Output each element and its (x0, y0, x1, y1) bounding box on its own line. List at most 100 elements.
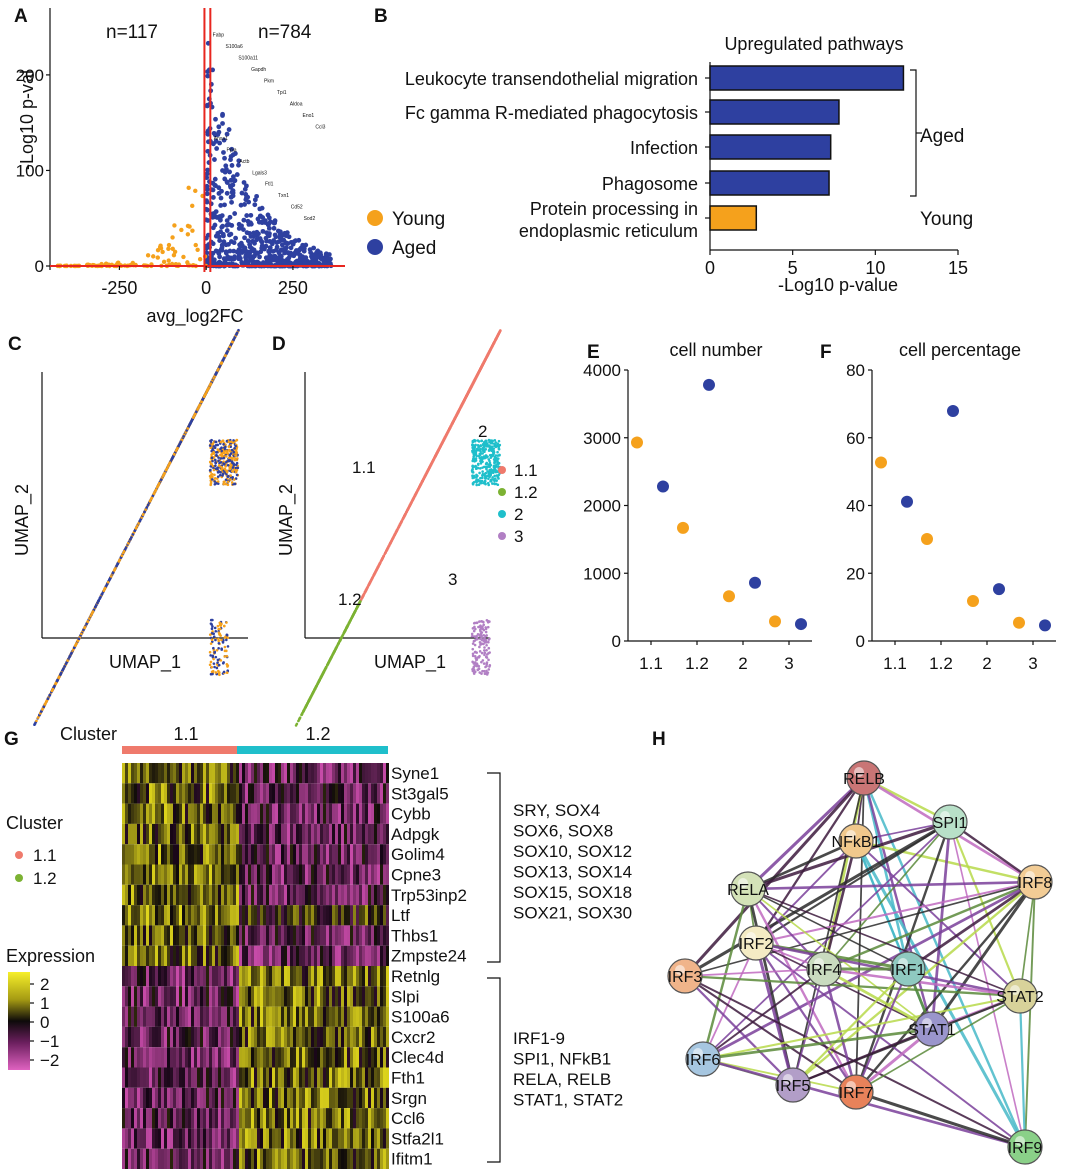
aged-point (224, 218, 230, 223)
aged-point (255, 251, 261, 256)
aged-point (204, 175, 210, 181)
aged-point (266, 233, 272, 239)
cell-point (219, 659, 223, 662)
aged-point (303, 242, 309, 248)
aged-point (212, 176, 218, 182)
aged-point (243, 248, 248, 254)
aged-point (230, 152, 236, 158)
cell-point (224, 445, 227, 449)
cell-point (211, 442, 214, 446)
aged-point (220, 111, 225, 117)
cell-point (215, 648, 219, 652)
cell-point (171, 455, 175, 459)
cell-point (219, 457, 223, 460)
cell-point (214, 655, 218, 659)
cell-point (124, 546, 128, 549)
cell-point (228, 453, 232, 457)
young-point (166, 258, 171, 263)
aged-point (258, 238, 264, 244)
aged-point (221, 150, 226, 155)
cell-point (232, 450, 236, 454)
cell-point (225, 633, 229, 637)
aged-point (318, 252, 323, 258)
aged-point (271, 225, 277, 231)
aged-point (305, 260, 311, 266)
cell-point (217, 646, 220, 650)
cell-point (232, 478, 236, 481)
young-point (193, 188, 198, 194)
cell-point (48, 693, 52, 697)
category-label: Infection (630, 138, 698, 158)
aged-point (246, 252, 252, 258)
cell-point (226, 475, 230, 478)
young-point (170, 246, 175, 252)
cell-point (149, 499, 152, 502)
aged-point (210, 141, 216, 146)
cell-point (53, 684, 56, 688)
aged-point (241, 180, 247, 185)
legend-aged-label: Aged (392, 238, 436, 259)
cell-point (223, 480, 226, 483)
aged-point (213, 248, 219, 254)
cell-point (485, 653, 489, 656)
aged-point (211, 130, 217, 136)
aged-point (254, 193, 260, 199)
cell-point (174, 449, 178, 452)
cell-point (105, 583, 109, 587)
aged-point (210, 67, 216, 73)
cell-point (232, 462, 235, 466)
aged-point (204, 171, 210, 177)
cell-point (233, 482, 237, 486)
cell-point (115, 564, 118, 568)
aged-point (324, 256, 330, 262)
aged-point (224, 166, 229, 172)
cell-point (208, 460, 212, 464)
aged-point (271, 238, 277, 243)
aged-point (281, 259, 287, 265)
cell-point (226, 636, 230, 640)
aged-point (236, 162, 241, 168)
cell-point (144, 508, 148, 511)
panel-a-volcano: FabpS100a6S100a11GapdhPkmTpi1AldoaEno1Cc… (16, 8, 345, 327)
aged-point (231, 174, 236, 180)
aged-point (266, 256, 272, 261)
cell-point (215, 482, 218, 485)
y-axis-title: -Log10 p-val (17, 70, 37, 170)
cell-point (200, 400, 203, 404)
cell-point (225, 439, 229, 443)
panel-label-e: E (587, 342, 600, 363)
cell-point (232, 439, 235, 442)
cell-point (83, 625, 87, 629)
aged-point (227, 232, 232, 238)
cell-point (218, 627, 222, 631)
cell-point (57, 675, 61, 679)
cell-point (54, 681, 58, 685)
aged-point (205, 148, 211, 154)
gene-label: S100a11 (238, 56, 258, 62)
aged-point (205, 167, 211, 173)
aged-point (238, 202, 244, 208)
cell-point (219, 440, 223, 444)
gene-label: Anxa1 (214, 136, 228, 142)
panel-label-h: H (652, 729, 666, 750)
cell-point (206, 387, 210, 391)
cell-point (215, 371, 218, 374)
cell-point (212, 635, 216, 638)
cell-point (134, 527, 138, 530)
cell-point (210, 627, 214, 631)
cell-point (128, 538, 132, 541)
aged-point (238, 242, 244, 248)
cell-point (77, 637, 81, 640)
cell-point (226, 463, 230, 467)
cell-point (216, 661, 219, 664)
aged-point (247, 231, 253, 236)
aged-point (267, 239, 273, 244)
cell-point (211, 625, 214, 628)
gene-label: Txn1 (278, 193, 289, 199)
young-point (185, 232, 191, 237)
aged-point (241, 217, 247, 223)
category-label: Leukocyte transendothelial migration (405, 69, 698, 89)
cell-point (215, 454, 218, 457)
cell-point (210, 632, 214, 635)
